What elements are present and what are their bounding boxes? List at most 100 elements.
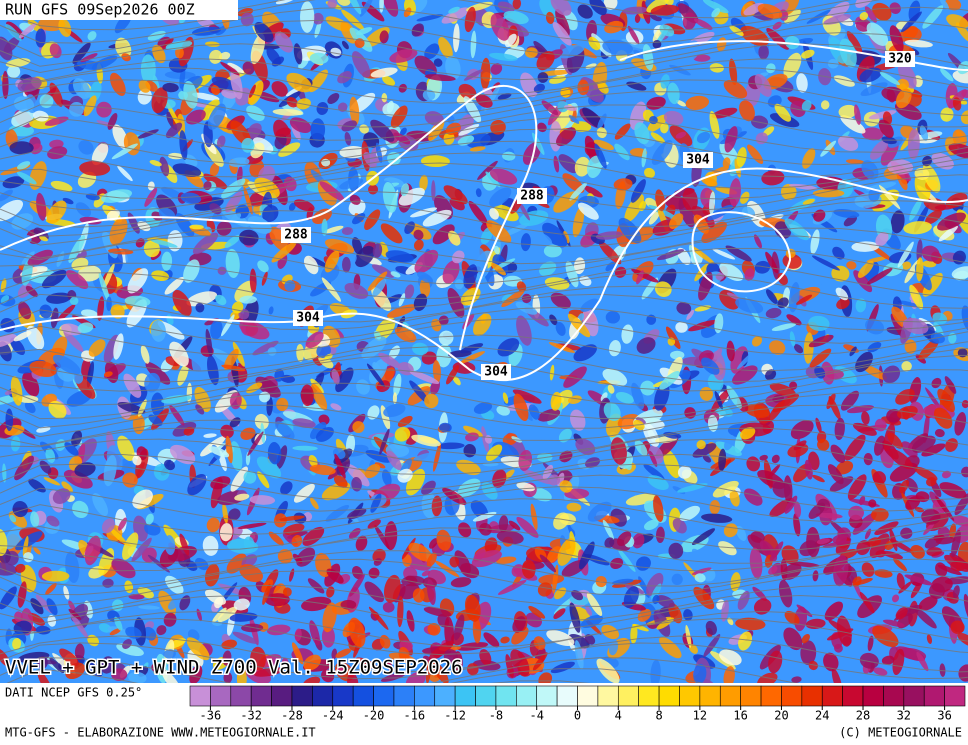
field-cell bbox=[375, 142, 383, 163]
field-cell bbox=[649, 450, 658, 467]
field-cell bbox=[906, 478, 918, 493]
streamline bbox=[0, 318, 968, 356]
field-cell bbox=[940, 68, 954, 82]
field-cell bbox=[425, 660, 431, 683]
field-cell bbox=[557, 101, 569, 113]
field-cell bbox=[723, 666, 735, 683]
field-cell bbox=[479, 523, 492, 536]
field-cell bbox=[945, 192, 968, 208]
field-cell bbox=[453, 23, 460, 53]
field-cell bbox=[938, 225, 958, 242]
field-cell bbox=[148, 414, 163, 427]
field-cell bbox=[191, 351, 207, 382]
field-cell bbox=[861, 127, 884, 141]
field-cell bbox=[152, 44, 166, 64]
field-cell bbox=[164, 459, 175, 471]
field-cell bbox=[944, 0, 962, 11]
field-cell bbox=[68, 600, 76, 612]
field-cell bbox=[759, 454, 768, 461]
colorbar-box bbox=[679, 685, 701, 707]
field-cell bbox=[189, 224, 204, 230]
field-cell bbox=[617, 548, 636, 572]
field-cell bbox=[668, 542, 684, 559]
field-cell bbox=[550, 661, 575, 674]
colorbar-box bbox=[271, 685, 293, 707]
field-cell bbox=[935, 496, 955, 521]
field-cell bbox=[525, 47, 538, 58]
colorbar-box bbox=[862, 685, 884, 707]
field-cell bbox=[549, 364, 555, 381]
field-cell bbox=[240, 427, 256, 441]
field-cell bbox=[364, 209, 381, 231]
field-cell bbox=[543, 244, 562, 258]
colorbar-box bbox=[903, 685, 925, 707]
field-cell bbox=[516, 516, 539, 538]
field-cell bbox=[0, 586, 17, 610]
field-cell bbox=[785, 35, 800, 50]
field-cell bbox=[243, 186, 253, 215]
field-cell bbox=[427, 623, 441, 636]
field-cell bbox=[758, 45, 769, 60]
field-cell bbox=[165, 122, 183, 139]
field-cell bbox=[800, 640, 817, 666]
field-cell bbox=[367, 519, 381, 529]
field-cell bbox=[881, 550, 903, 560]
contour-line bbox=[0, 167, 968, 382]
field-cell bbox=[864, 528, 872, 540]
field-cell bbox=[426, 552, 437, 568]
field-cell bbox=[272, 108, 303, 116]
field-cell bbox=[439, 422, 452, 433]
field-cell bbox=[62, 197, 74, 205]
field-cell bbox=[312, 12, 324, 25]
field-cell bbox=[305, 331, 324, 348]
field-cell bbox=[9, 514, 17, 523]
field-cell bbox=[931, 152, 954, 170]
field-cell bbox=[761, 170, 785, 186]
field-cell bbox=[648, 209, 661, 225]
field-cell bbox=[419, 174, 428, 192]
contour-label-box bbox=[683, 152, 713, 168]
field-cell bbox=[908, 93, 922, 107]
field-cell bbox=[855, 298, 867, 313]
field-cell bbox=[327, 92, 340, 105]
contour-label-box bbox=[293, 310, 323, 326]
colorbar-tick-label: 20 bbox=[774, 709, 788, 723]
contour-label-box bbox=[281, 227, 311, 243]
field-cell bbox=[163, 612, 177, 627]
field-cell bbox=[0, 528, 8, 557]
field-cell bbox=[389, 48, 418, 63]
field-cell bbox=[471, 550, 502, 568]
field-cell bbox=[767, 400, 785, 423]
field-cell bbox=[449, 556, 460, 568]
field-cell bbox=[820, 140, 837, 157]
field-cell bbox=[137, 88, 152, 105]
field-cell bbox=[489, 208, 499, 220]
field-cell bbox=[566, 502, 582, 512]
field-cell bbox=[556, 127, 577, 147]
field-cell bbox=[87, 31, 97, 41]
field-cell bbox=[693, 54, 711, 62]
field-cell bbox=[117, 165, 133, 182]
field-cell bbox=[367, 405, 380, 420]
field-cell bbox=[352, 213, 366, 225]
streamline bbox=[0, 293, 968, 331]
field-cell bbox=[859, 652, 879, 669]
field-cell bbox=[57, 304, 76, 322]
field-cell bbox=[316, 102, 329, 115]
field-cell bbox=[124, 295, 151, 307]
field-cell bbox=[283, 176, 297, 192]
field-cell bbox=[122, 472, 138, 488]
field-cell bbox=[445, 122, 461, 136]
streamline bbox=[0, 382, 968, 420]
field-cell bbox=[857, 261, 874, 278]
field-cell bbox=[470, 30, 477, 59]
field-cell bbox=[144, 522, 161, 536]
field-cell bbox=[786, 314, 802, 326]
field-cell bbox=[790, 420, 814, 440]
field-cell bbox=[553, 608, 566, 619]
field-cell bbox=[941, 470, 951, 479]
colorbar-tick-label: 0 bbox=[574, 709, 581, 723]
field-cell bbox=[595, 575, 607, 588]
field-cell bbox=[788, 183, 818, 190]
field-cell bbox=[161, 37, 174, 50]
